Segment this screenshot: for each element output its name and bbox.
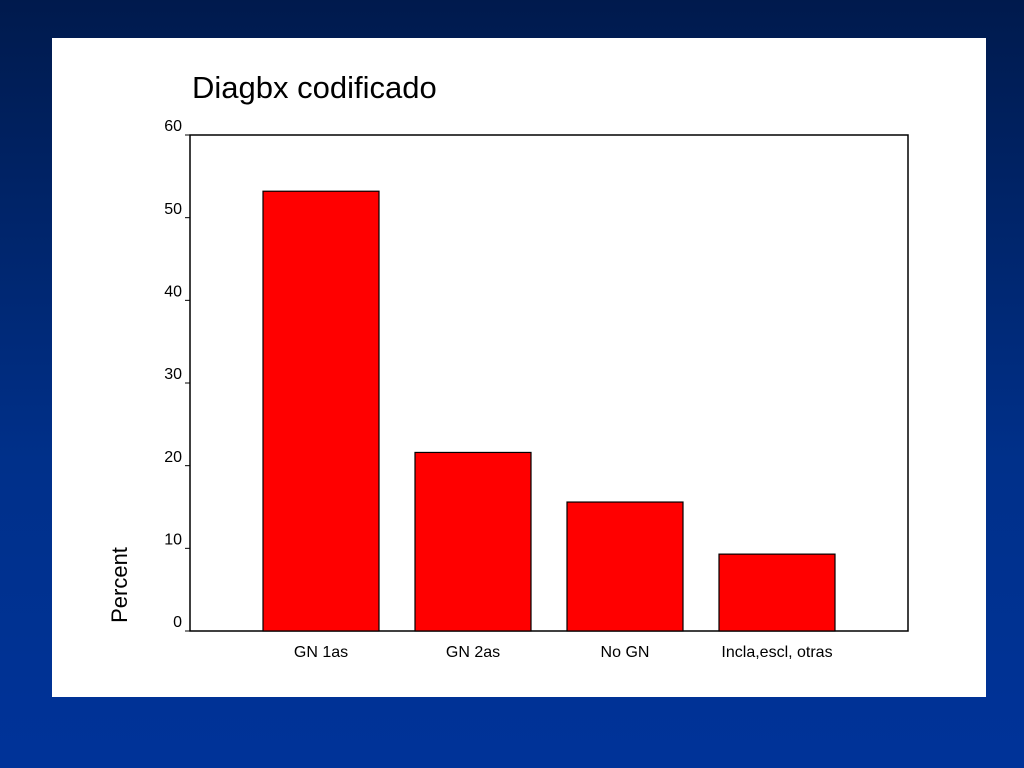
bar — [718, 553, 836, 632]
y-tick-label: 50 — [164, 201, 182, 218]
x-tick-label: No GN — [601, 644, 650, 661]
x-tick-label: Incla,escl, otras — [721, 644, 832, 661]
y-axis-label: Percent — [107, 547, 132, 623]
y-tick-label: 10 — [164, 532, 182, 549]
bar — [566, 501, 684, 632]
bar — [414, 451, 532, 632]
y-tick-label: 0 — [173, 614, 182, 631]
x-tick-label: GN 2as — [446, 644, 500, 661]
chart-title: Diagbx codificado — [192, 70, 437, 105]
y-tick-label: 40 — [164, 284, 182, 301]
x-tick-label: GN 1as — [294, 644, 348, 661]
y-tick-label: 30 — [164, 366, 182, 383]
y-tick-label: 60 — [164, 118, 182, 135]
bar — [262, 190, 380, 632]
y-tick-label: 20 — [164, 449, 182, 466]
